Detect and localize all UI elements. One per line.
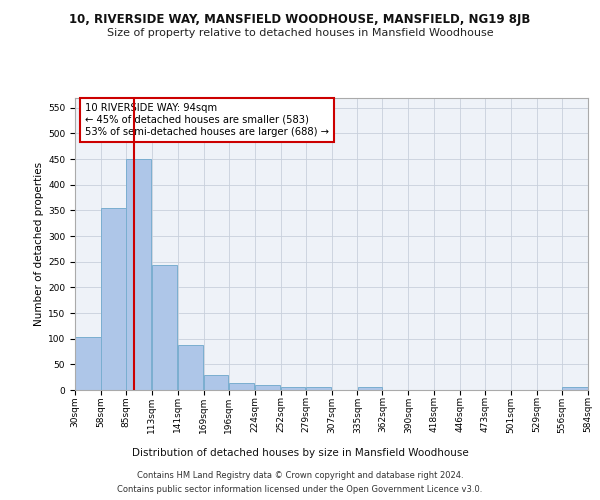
Bar <box>101 208 125 390</box>
Bar <box>306 388 331 390</box>
Text: 10 RIVERSIDE WAY: 94sqm
← 45% of detached houses are smaller (583)
53% of semi-d: 10 RIVERSIDE WAY: 94sqm ← 45% of detache… <box>85 104 329 136</box>
Bar <box>127 159 151 390</box>
Bar <box>255 386 280 390</box>
Bar <box>229 384 254 390</box>
Text: Distribution of detached houses by size in Mansfield Woodhouse: Distribution of detached houses by size … <box>131 448 469 458</box>
Bar <box>204 374 229 390</box>
Bar <box>562 388 587 390</box>
Bar <box>152 266 178 390</box>
Text: Contains public sector information licensed under the Open Government Licence v3: Contains public sector information licen… <box>118 486 482 494</box>
Text: Size of property relative to detached houses in Mansfield Woodhouse: Size of property relative to detached ho… <box>107 28 493 38</box>
Bar <box>76 337 101 390</box>
Text: 10, RIVERSIDE WAY, MANSFIELD WOODHOUSE, MANSFIELD, NG19 8JB: 10, RIVERSIDE WAY, MANSFIELD WOODHOUSE, … <box>70 12 530 26</box>
Bar <box>281 388 305 390</box>
Bar <box>358 388 382 390</box>
Text: Contains HM Land Registry data © Crown copyright and database right 2024.: Contains HM Land Registry data © Crown c… <box>137 472 463 480</box>
Y-axis label: Number of detached properties: Number of detached properties <box>34 162 44 326</box>
Bar <box>178 345 203 390</box>
